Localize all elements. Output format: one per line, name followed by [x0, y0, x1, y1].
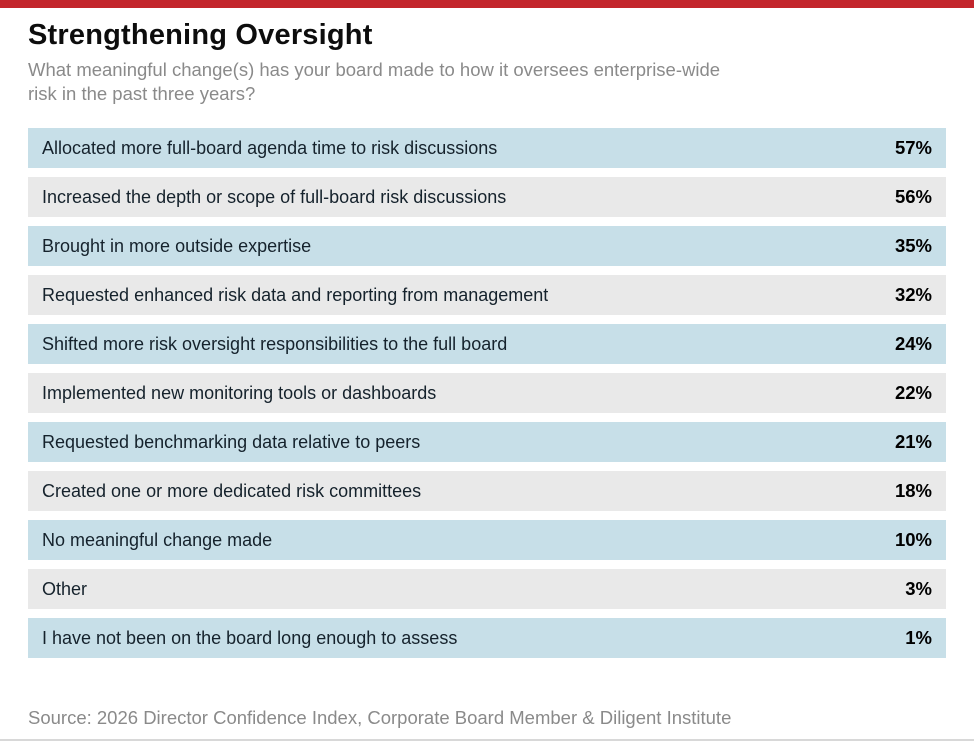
row-value: 56%: [894, 186, 932, 208]
source-note: Source: 2026 Director Confidence Index, …: [28, 707, 732, 728]
table-row: Other 3%: [28, 569, 946, 610]
table-row: I have not been on the board long enough…: [28, 618, 946, 659]
row-value: 35%: [894, 235, 932, 257]
row-value: 57%: [894, 137, 932, 159]
row-value: 24%: [894, 333, 932, 355]
row-label: Requested enhanced risk data and reporti…: [42, 284, 549, 305]
row-label: Requested benchmarking data relative to …: [42, 431, 421, 452]
row-value: 21%: [894, 431, 932, 453]
row-value: 32%: [894, 284, 932, 306]
row-label: I have not been on the board long enough…: [42, 627, 458, 648]
page-title: Strengthening Oversight: [28, 19, 373, 51]
table-row: Increased the depth or scope of full-boa…: [28, 177, 946, 218]
row-value: 10%: [894, 529, 932, 551]
row-label: No meaningful change made: [42, 529, 273, 550]
top-accent-bar: [0, 0, 974, 8]
table-row: Shifted more risk oversight responsibili…: [28, 324, 946, 365]
table-row: No meaningful change made 10%: [28, 520, 946, 561]
table-row: Implemented new monitoring tools or dash…: [28, 373, 946, 414]
row-label: Brought in more outside expertise: [42, 235, 312, 256]
table-row: Requested benchmarking data relative to …: [28, 422, 946, 463]
row-value: 18%: [894, 480, 932, 502]
row-value: 1%: [905, 627, 932, 649]
row-label: Shifted more risk oversight responsibili…: [42, 333, 508, 354]
chart-subtitle: What meaningful change(s) has your board…: [28, 59, 721, 105]
row-value: 22%: [894, 382, 932, 404]
row-label: Other: [42, 578, 88, 599]
bottom-divider: [0, 739, 974, 741]
row-label: Increased the depth or scope of full-boa…: [42, 186, 507, 207]
row-label: Implemented new monitoring tools or dash…: [42, 382, 437, 403]
row-value: 3%: [905, 578, 932, 600]
response-table: Allocated more full-board agenda time to…: [28, 128, 946, 659]
row-label: Allocated more full-board agenda time to…: [42, 137, 498, 158]
table-row: Requested enhanced risk data and reporti…: [28, 275, 946, 316]
table-row: Created one or more dedicated risk commi…: [28, 471, 946, 512]
table-row: Allocated more full-board agenda time to…: [28, 128, 946, 169]
table-row: Brought in more outside expertise 35%: [28, 226, 946, 267]
row-label: Created one or more dedicated risk commi…: [42, 480, 422, 501]
